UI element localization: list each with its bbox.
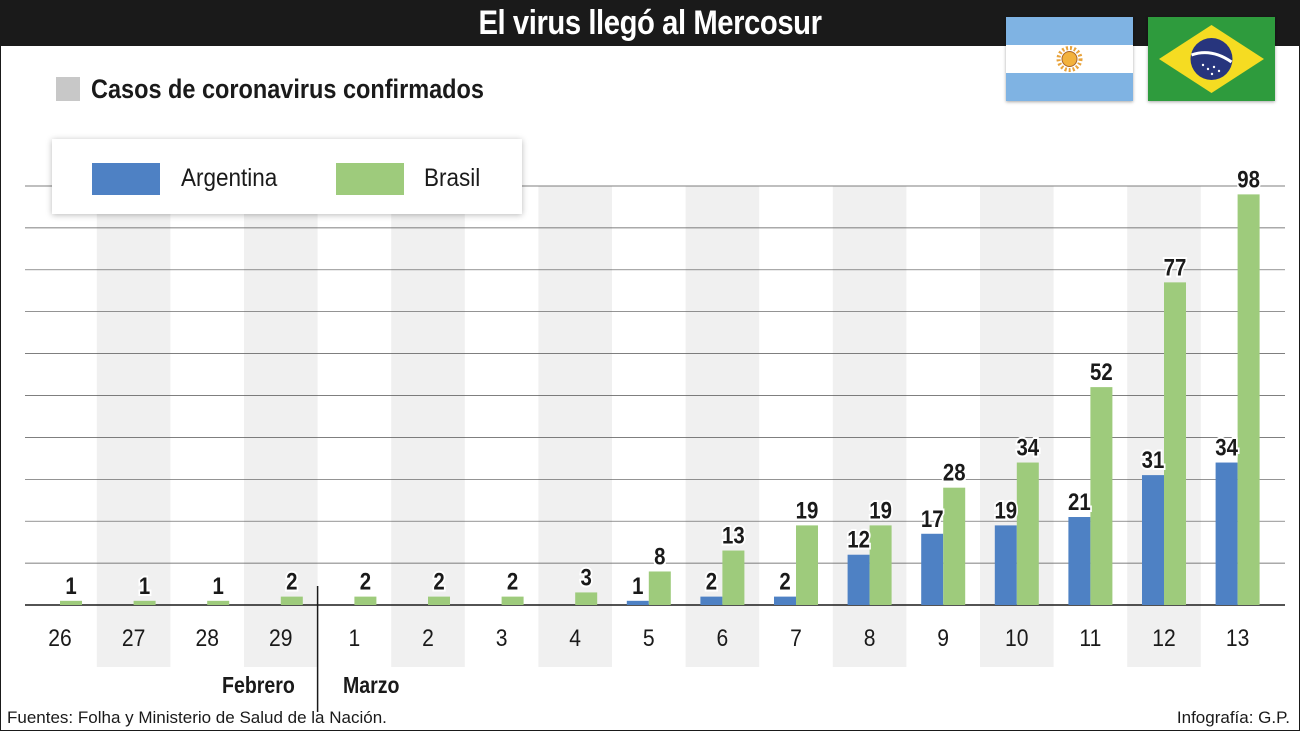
bar-brasil (943, 487, 966, 605)
bar-brasil (1237, 194, 1260, 605)
data-label-argentina: 2 (779, 568, 790, 595)
chart-title: El virus llegó al Mercosur (478, 4, 822, 42)
bar-brasil (1016, 462, 1039, 605)
x-tick-label: 10 (1005, 625, 1028, 652)
data-label-argentina: 31 (1142, 447, 1165, 474)
x-tick-label: 28 (195, 625, 218, 652)
bar-brasil (354, 596, 377, 605)
column-band (685, 186, 760, 667)
bar-brasil (207, 600, 230, 605)
x-tick-label: 11 (1079, 625, 1101, 652)
x-tick-label: 2 (422, 625, 434, 652)
sun-icon (1056, 46, 1083, 72)
data-label-argentina: 12 (847, 526, 870, 553)
data-label-brasil: 98 (1237, 166, 1260, 193)
data-label-argentina: 2 (706, 568, 717, 595)
footer-source: Fuentes: Folha y Ministerio de Salud de … (7, 708, 387, 727)
column-band (244, 186, 318, 667)
bar-argentina (1068, 517, 1091, 605)
bar-argentina (921, 533, 944, 605)
chart-subtitle: Casos de coronavirus confirmados (91, 74, 484, 104)
data-label-brasil: 2 (433, 568, 444, 595)
legend-swatch-argentina (92, 163, 160, 195)
month-label-marzo: Marzo (343, 672, 400, 698)
data-label-brasil: 1 (213, 572, 224, 599)
bar-argentina (774, 596, 796, 605)
chart-legend: Argentina Brasil (52, 139, 522, 214)
bar-argentina (700, 596, 723, 605)
x-tick-label: 8 (864, 625, 876, 652)
data-label-brasil: 52 (1090, 359, 1113, 386)
x-tick-label: 12 (1152, 625, 1175, 652)
x-tick-label: 9 (937, 625, 949, 652)
column-band (538, 186, 612, 667)
data-label-argentina: 1 (632, 572, 643, 599)
x-tick-label: 29 (269, 625, 292, 652)
bar-brasil (280, 596, 303, 605)
legend-swatch-brasil (336, 163, 404, 195)
data-label-brasil: 13 (722, 522, 745, 549)
column-band (391, 186, 465, 667)
data-label-brasil: 2 (360, 568, 371, 595)
data-label-brasil: 2 (286, 568, 297, 595)
argentina-flag (1006, 17, 1133, 101)
bar-brasil (648, 571, 671, 605)
subtitle-marker (56, 77, 80, 101)
bar-argentina (847, 554, 870, 605)
data-label-brasil: 19 (796, 497, 819, 524)
brasil-flag (1148, 17, 1275, 101)
x-tick-label: 5 (643, 625, 655, 652)
bar-argentina (626, 600, 649, 605)
data-label-brasil: 1 (65, 572, 76, 599)
data-label-brasil: 2 (507, 568, 518, 595)
bar-brasil (501, 596, 524, 605)
data-label-brasil: 8 (654, 543, 665, 570)
data-label-brasil: 1 (139, 572, 150, 599)
data-label-brasil: 19 (869, 497, 892, 524)
legend-label-brasil: Brasil (424, 164, 481, 192)
bar-brasil (428, 596, 450, 605)
x-tick-label: 27 (122, 625, 145, 652)
data-label-brasil: 28 (943, 459, 966, 486)
x-tick-label: 4 (569, 625, 581, 652)
data-label-brasil: 3 (581, 564, 592, 591)
bar-brasil (869, 525, 892, 605)
data-label-argentina: 19 (994, 497, 1017, 524)
x-tick-label: 3 (496, 625, 508, 652)
x-tick-label: 13 (1226, 625, 1249, 652)
data-label-argentina: 17 (921, 505, 944, 532)
month-label-febrero: Febrero (222, 672, 295, 698)
x-tick-label: 26 (48, 625, 71, 652)
x-tick-label: 1 (349, 625, 361, 652)
x-tick-label: 7 (790, 625, 802, 652)
footer-credit: Infografía: G.P. (1176, 708, 1290, 727)
data-label-brasil: 77 (1164, 254, 1187, 281)
data-label-argentina: 21 (1068, 488, 1091, 515)
bar-brasil (575, 592, 598, 605)
bar-argentina (1142, 475, 1164, 605)
legend-label-argentina: Argentina (181, 164, 278, 192)
bar-brasil (1164, 282, 1186, 605)
bar-brasil (796, 525, 818, 605)
data-label-brasil: 34 (1016, 434, 1039, 461)
x-tick-label: 6 (717, 625, 729, 652)
bar-brasil (133, 600, 156, 605)
bar-argentina (994, 525, 1017, 605)
bar-brasil (60, 600, 82, 605)
column-band (96, 186, 171, 667)
bar-brasil (722, 550, 745, 605)
data-label-argentina: 34 (1215, 434, 1238, 461)
bar-argentina (1215, 462, 1238, 605)
bar-brasil (1090, 387, 1113, 605)
